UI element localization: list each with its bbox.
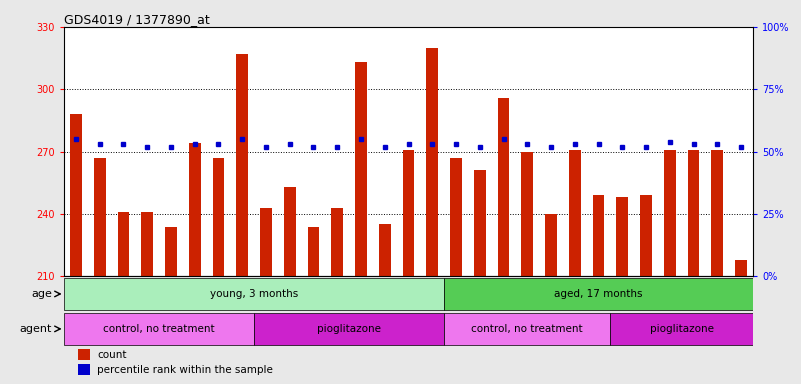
Bar bbox=[94, 158, 106, 276]
Bar bbox=[711, 150, 723, 276]
Bar bbox=[444, 313, 610, 344]
Bar bbox=[426, 48, 438, 276]
Bar bbox=[355, 62, 367, 276]
Text: age: age bbox=[31, 289, 52, 299]
Text: agent: agent bbox=[20, 324, 52, 334]
Text: pioglitazone: pioglitazone bbox=[317, 324, 381, 334]
Bar bbox=[64, 278, 444, 310]
Bar bbox=[569, 150, 581, 276]
Bar bbox=[640, 195, 652, 276]
Bar bbox=[616, 197, 628, 276]
Bar bbox=[735, 260, 747, 276]
Bar bbox=[189, 143, 201, 276]
Bar bbox=[664, 150, 676, 276]
Text: GDS4019 / 1377890_at: GDS4019 / 1377890_at bbox=[64, 13, 210, 26]
Text: percentile rank within the sample: percentile rank within the sample bbox=[97, 365, 273, 375]
Bar bbox=[70, 114, 82, 276]
Bar bbox=[593, 195, 605, 276]
Text: control, no treatment: control, no treatment bbox=[472, 324, 583, 334]
Bar bbox=[141, 212, 153, 276]
Text: young, 3 months: young, 3 months bbox=[210, 289, 298, 299]
Bar bbox=[332, 208, 343, 276]
Text: pioglitazone: pioglitazone bbox=[650, 324, 714, 334]
Bar bbox=[403, 150, 414, 276]
Bar bbox=[284, 187, 296, 276]
Bar bbox=[444, 278, 753, 310]
Bar bbox=[497, 98, 509, 276]
Text: count: count bbox=[97, 350, 127, 360]
Bar bbox=[379, 225, 391, 276]
Bar bbox=[236, 54, 248, 276]
Bar bbox=[118, 212, 130, 276]
Bar bbox=[254, 313, 444, 344]
Bar bbox=[78, 364, 91, 375]
Bar bbox=[687, 150, 699, 276]
Text: control, no treatment: control, no treatment bbox=[103, 324, 215, 334]
Bar bbox=[610, 313, 753, 344]
Bar bbox=[450, 158, 462, 276]
Bar bbox=[165, 227, 177, 276]
Bar bbox=[64, 313, 254, 344]
Bar bbox=[474, 170, 485, 276]
Text: aged, 17 months: aged, 17 months bbox=[554, 289, 642, 299]
Bar bbox=[78, 349, 91, 360]
Bar bbox=[521, 152, 533, 276]
Bar bbox=[545, 214, 557, 276]
Bar bbox=[260, 208, 272, 276]
Bar bbox=[212, 158, 224, 276]
Bar bbox=[308, 227, 320, 276]
